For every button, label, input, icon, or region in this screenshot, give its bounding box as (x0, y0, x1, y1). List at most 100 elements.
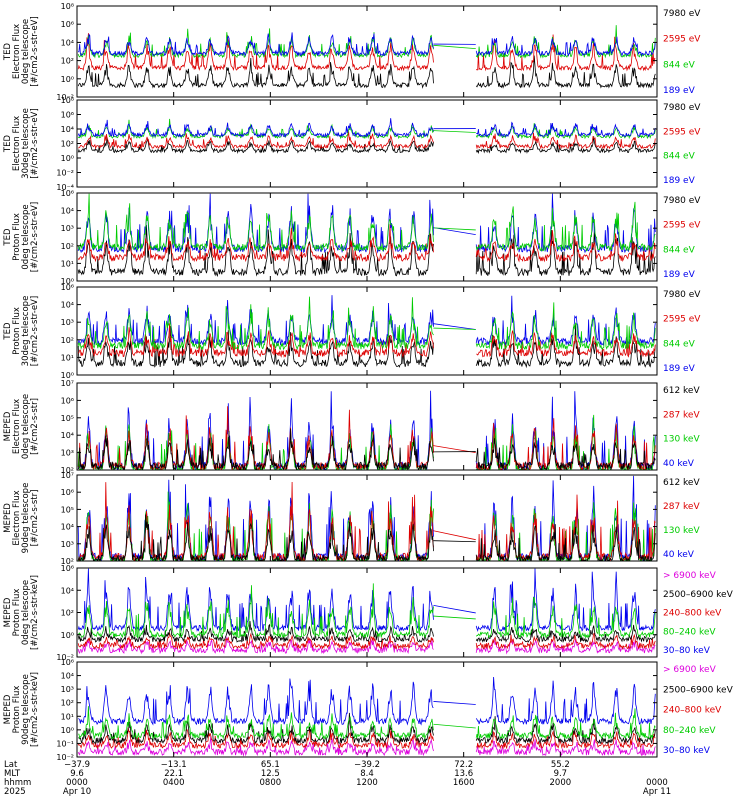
panel-8: 10⁶ 10⁴ 10³ 10² 10¹ 10⁰ 10⁻¹ 10⁻² MEPED Proton Fl… (3, 658, 734, 762)
y-axis-label: [#/cm2-s-str-eV] (30, 16, 40, 86)
y-tick-label: 10³ (61, 449, 74, 458)
x-tick-label: 8.4 (360, 769, 374, 779)
y-axis-label: Electron Flux (12, 399, 22, 454)
y-tick-label: 10⁰ (61, 277, 74, 286)
y-tick-label: 10⁰ (61, 75, 74, 84)
y-tick-label: 10⁴ (61, 38, 74, 47)
series-trace-1 (77, 55, 656, 89)
y-tick-label: 10⁴ (61, 523, 74, 532)
y-axis-label: 30deg telescope (21, 296, 31, 367)
y-tick-label: 10⁶ (61, 189, 74, 198)
channel-label: 189 eV (663, 270, 696, 280)
channel-label: 40 keV (663, 550, 695, 560)
channel-label: 130 keV (663, 435, 700, 445)
y-tick-label: 10⁶ (61, 564, 74, 573)
series-trace-1 (77, 224, 656, 278)
y-axis-label: TED (3, 228, 13, 247)
series-trace-4 (77, 514, 656, 562)
x-axis-row-label: Lat (4, 760, 18, 770)
x-tick-label: 9.7 (554, 769, 568, 779)
panel-5: 10⁷ 10⁶ 10⁵ 10⁴ 10³ 10² MEPED Electron Flux 0deg… (3, 379, 700, 475)
y-axis-label: MEPED (3, 503, 13, 533)
y-tick-label: 10⁸ (61, 2, 74, 11)
series-trace-2 (77, 323, 656, 359)
channel-label: 844 eV (663, 245, 696, 255)
gap-bridge-line (433, 44, 476, 49)
series-trace-1 (77, 475, 656, 562)
gap-bridge-line (433, 604, 476, 614)
y-axis-label: TED (3, 134, 13, 153)
y-axis-label: [#/cm2-s-str-eV] (30, 296, 40, 366)
y-tick-label: 10² (61, 609, 74, 618)
y-tick-label: 10⁰ (61, 371, 74, 380)
channel-label: 2595 eV (663, 35, 701, 45)
panel-frame (76, 192, 658, 282)
gap-bridge-line (433, 130, 476, 133)
series-trace-2 (77, 414, 656, 471)
gap-bridge-line (433, 227, 476, 236)
y-tick-label: 10⁶ (61, 488, 74, 497)
y-axis-label: MEPED (3, 597, 13, 627)
channel-label: 189 eV (663, 364, 696, 374)
x-tick-label: 0000 (66, 778, 88, 788)
y-tick-label: 10⁻² (56, 169, 74, 178)
y-tick-label: 10² (61, 466, 74, 475)
y-tick-label: 10⁴ (61, 207, 74, 216)
x-tick-label: 9.6 (70, 769, 84, 779)
y-tick-label: 10⁻² (56, 93, 74, 102)
x-tick-label: 1600 (453, 778, 475, 788)
panel-4: 10⁶ 10⁴ 10³ 10² 10¹ 10⁰ TED Proton Flux 30deg te… (3, 283, 701, 380)
series-trace-4 (77, 118, 656, 139)
series-trace-3 (77, 621, 656, 644)
x-tick-label: 55.2 (551, 760, 570, 770)
channel-label: 287 keV (663, 410, 700, 420)
channel-label: 2595 eV (663, 127, 701, 137)
panel-2: 10⁸ 10⁶ 10⁴ 10² 10⁰ 10⁻² 10⁻⁴ TED Electron Flux 3… (3, 96, 701, 192)
y-tick-label: 10² (61, 557, 74, 566)
series-trace-2 (77, 224, 656, 263)
x-tick-label: Apr 11 (643, 787, 671, 797)
channel-label: 7980 eV (663, 9, 701, 19)
y-tick-label: 10¹ (61, 353, 74, 362)
series-trace-1 (77, 636, 656, 655)
y-tick-label: 10² (61, 140, 74, 149)
gap-bridge-line (433, 615, 476, 620)
channel-label: 80–240 keV (663, 627, 716, 637)
y-tick-label: 10⁻² (56, 753, 74, 762)
x-tick-label: 1200 (356, 778, 378, 788)
series-trace-5 (77, 583, 656, 640)
channel-label: 7980 eV (663, 103, 701, 113)
channel-label: 189 eV (663, 176, 696, 186)
y-axis-label: 30deg telescope (21, 108, 31, 179)
y-tick-label: 10¹ (61, 259, 74, 268)
channel-label: 240–800 keV (663, 706, 722, 716)
y-tick-label: 10⁷ (61, 379, 74, 388)
channel-label: 2595 eV (663, 315, 701, 325)
x-tick-label: Apr 10 (63, 787, 91, 797)
channel-label: 30–80 keV (663, 746, 711, 756)
channel-label: 130 keV (663, 526, 700, 536)
series-trace-4 (78, 706, 656, 740)
y-tick-label: 10² (61, 57, 74, 66)
y-tick-label: 10⁴ (61, 431, 74, 440)
y-tick-label: 10⁶ (61, 396, 74, 405)
y-axis-label: [#/cm2-s-str-keV] (30, 672, 40, 747)
y-axis-label: MEPED (3, 411, 13, 441)
series-trace-3 (77, 25, 656, 59)
y-axis-label: 0deg telescope (21, 204, 31, 269)
gap-bridge-line (433, 323, 476, 330)
y-tick-label: 10⁻¹ (56, 739, 74, 748)
channel-label: > 6900 keV (663, 665, 717, 675)
channel-label: 287 keV (663, 502, 700, 512)
y-tick-label: 10² (61, 242, 74, 251)
y-tick-label: 10⁶ (61, 20, 74, 29)
series-trace-1 (77, 136, 656, 155)
panel-1: 10⁸ 10⁶ 10⁴ 10² 10⁰ 10⁻² TED Electron Flux 0deg … (3, 2, 701, 102)
series-trace-3 (78, 712, 656, 745)
y-tick-label: 10⁶ (61, 658, 74, 667)
channel-label: 612 keV (663, 386, 700, 396)
series-trace-4 (77, 568, 656, 633)
series-trace-4 (77, 428, 656, 471)
